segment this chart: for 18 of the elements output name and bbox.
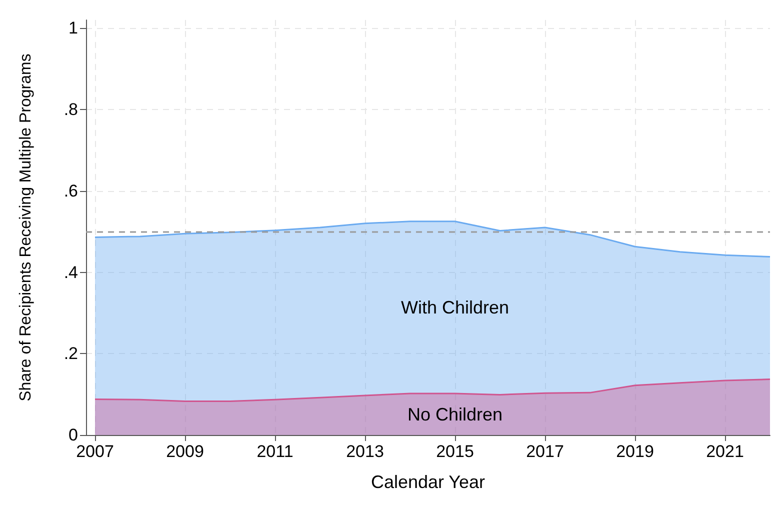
x-tick-label: 2017 xyxy=(526,442,564,461)
y-tick-label: .2 xyxy=(64,344,78,364)
x-tick-label: 2013 xyxy=(346,442,384,461)
x-axis-title: Calendar Year xyxy=(370,472,486,492)
x-tick-label: 2007 xyxy=(76,442,114,461)
y-axis-title: Share of Recipients Receiving Multiple Programs xyxy=(18,54,34,402)
series-label: With Children xyxy=(400,297,510,318)
x-tick-label: 2009 xyxy=(166,442,204,461)
y-tick-label: .6 xyxy=(64,181,78,200)
x-tick-label: 2011 xyxy=(256,442,294,461)
x-tick-label: 2019 xyxy=(616,442,654,461)
x-tick-label: 2015 xyxy=(436,442,474,461)
series-label: No Children xyxy=(407,404,503,424)
y-tick-label: .4 xyxy=(64,262,78,282)
y-tick-label: 1 xyxy=(68,18,78,38)
x-tick-label: 2021 xyxy=(706,442,744,461)
y-tick-label: .8 xyxy=(64,100,78,120)
y-tick-label: 0 xyxy=(68,426,78,444)
